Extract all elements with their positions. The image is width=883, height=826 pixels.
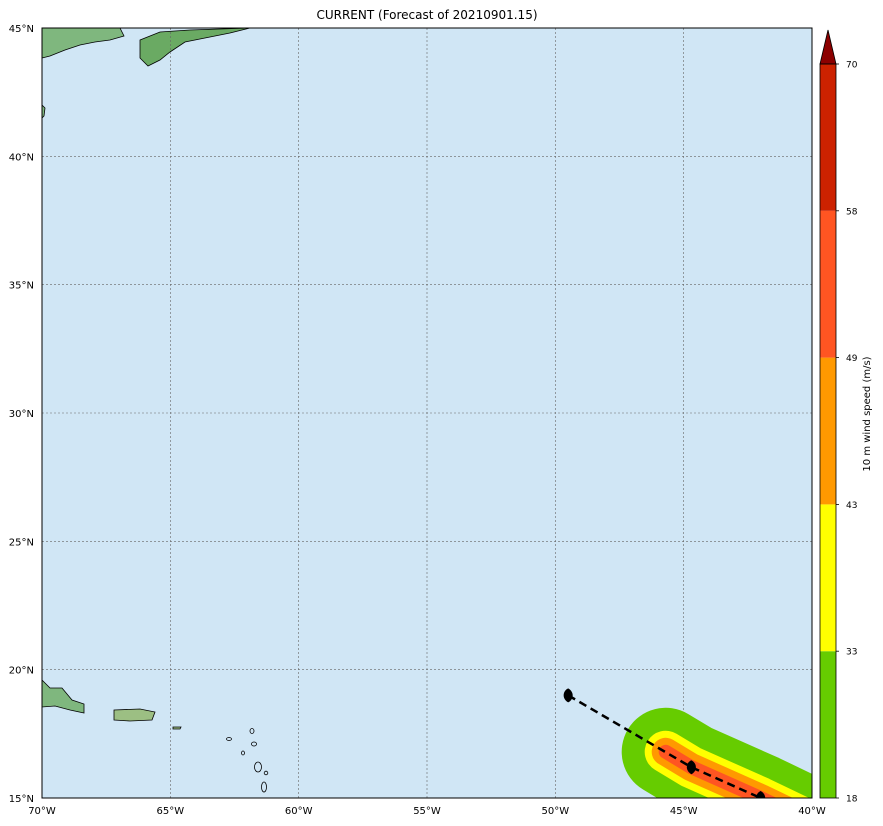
colorbar-tick-label: 58	[846, 207, 858, 217]
longitude-labels: 70°W 65°W 60°W 55°W 50°W 45°W 40°W	[28, 806, 826, 817]
lat-label: 30°N	[9, 409, 34, 420]
landmass-north	[41, 27, 251, 119]
map-title: CURRENT (Forecast of 20210901.15)	[316, 8, 538, 22]
colorbar-tick-label: 33	[846, 648, 857, 658]
colorbar-extend-arrow	[819, 29, 837, 65]
graticule	[42, 28, 812, 798]
colorbar-frame	[819, 63, 837, 799]
lon-label: 45°W	[670, 806, 698, 817]
lon-label: 50°W	[542, 806, 570, 817]
lat-label: 35°N	[9, 281, 34, 292]
colorbar-tick-label: 43	[846, 501, 857, 511]
colorbar-segment	[820, 357, 836, 505]
colorbar-segment	[820, 504, 836, 652]
storm-track	[563, 688, 766, 800]
lon-label: 55°W	[413, 806, 441, 817]
hurricane-symbol-icon	[563, 688, 573, 703]
wind-swath	[621, 707, 812, 798]
lon-label: 60°W	[285, 806, 313, 817]
lon-label: 65°W	[157, 806, 185, 817]
hurricane-symbol-icon	[686, 760, 696, 775]
colorbar-segment	[820, 651, 836, 798]
colorbar-segment	[820, 64, 836, 211]
latitude-labels: 45°N 40°N 35°N 30°N 25°N 20°N 15°N	[9, 24, 34, 805]
colorbar-tick-label: 49	[846, 354, 858, 364]
lat-label: 15°N	[9, 794, 34, 805]
lat-label: 25°N	[9, 537, 34, 548]
colorbar-tick-label: 70	[846, 61, 858, 71]
lon-label: 70°W	[28, 806, 56, 817]
lat-label: 45°N	[9, 24, 34, 35]
hurricane-symbol-icon	[756, 791, 766, 798]
lat-label: 20°N	[9, 666, 34, 677]
lon-label: 40°W	[798, 806, 826, 817]
landmass-caribbean	[41, 679, 269, 793]
wind-band-49	[658, 744, 777, 798]
lat-label: 40°N	[9, 152, 34, 163]
colorbar-segment	[820, 210, 836, 358]
map-frame	[41, 27, 813, 799]
colorbar-tick-label: 18	[846, 795, 858, 805]
colorbar-label: 10 m wind speed (m/s)	[862, 356, 873, 471]
colorbar: 18 33 43 49 58 70	[819, 29, 858, 805]
